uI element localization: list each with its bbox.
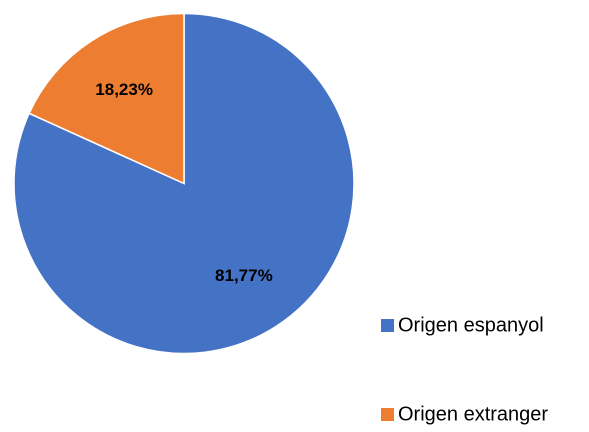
data-label: 18,23% [95,80,153,99]
legend-swatch [381,408,394,421]
legend-label: Origen extranger [398,403,548,425]
legend-label: Origen espanyol [398,314,544,336]
data-label: 81,77% [215,266,273,285]
legend-swatch [381,319,394,332]
pie-slice [28,12,185,185]
